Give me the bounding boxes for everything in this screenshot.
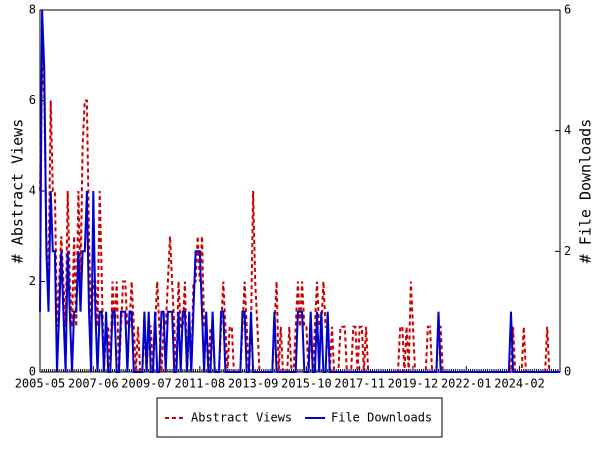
x-tick-label: 2005-05 xyxy=(15,377,66,391)
x-tick-label: 2019-12 xyxy=(388,377,439,391)
x-tick-label: 2017-11 xyxy=(334,377,385,391)
y2-tick-label: 4 xyxy=(564,123,571,137)
y-tick-label: 0 xyxy=(29,365,36,379)
y-tick-label: 2 xyxy=(29,274,36,288)
y2-tick-label: 0 xyxy=(564,365,571,379)
y-axis-label: # Abstract Views xyxy=(9,119,27,264)
series-line xyxy=(39,9,560,373)
legend xyxy=(156,397,443,438)
y2-tick-label: 6 xyxy=(564,3,571,17)
x-tick-label: 2007-06 xyxy=(68,377,119,391)
x-tick-label: 2022-01 xyxy=(441,377,492,391)
x-tick-label: 2009-07 xyxy=(121,377,172,391)
x-tick-label: 2011-08 xyxy=(175,377,226,391)
x-tick-label: 2015-10 xyxy=(281,377,332,391)
legend-label: File Downloads xyxy=(331,411,432,425)
y-tick-label: 4 xyxy=(29,184,36,198)
x-tick-label: 2013-09 xyxy=(228,377,279,391)
y2-tick-label: 2 xyxy=(564,244,571,258)
series-line xyxy=(39,55,560,373)
x-tick-label: 2024-02 xyxy=(494,377,545,391)
y2-axis-label: # File Downloads xyxy=(577,119,595,264)
y-tick-label: 8 xyxy=(29,3,36,17)
y-tick-label: 6 xyxy=(29,93,36,107)
legend-label: Abstract Views xyxy=(191,411,292,425)
